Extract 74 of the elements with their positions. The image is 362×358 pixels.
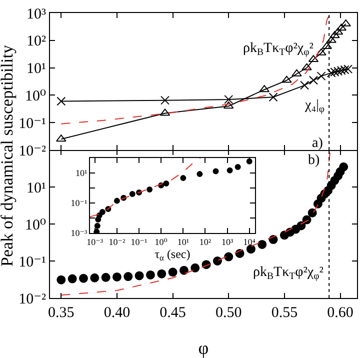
- point: [308, 76, 318, 85]
- point: [322, 42, 332, 49]
- point: [326, 36, 336, 43]
- x-tick-label: 10²: [199, 236, 212, 247]
- point: [339, 162, 348, 172]
- x-axis-title: φ: [198, 338, 209, 358]
- y-tick-label: 10⁰: [24, 217, 46, 234]
- point: [336, 24, 346, 31]
- point: [224, 94, 234, 104]
- point: [160, 96, 170, 105]
- point: [258, 240, 267, 249]
- point: [101, 272, 110, 282]
- x-tick-label: 10⁰: [154, 236, 168, 247]
- point: [308, 208, 317, 218]
- y-tick-label: 10⁻³: [70, 228, 88, 238]
- point: [316, 48, 326, 56]
- x-tick-label: 10¹: [177, 236, 190, 247]
- annotation: b): [308, 153, 320, 168]
- y-tick-label: 10⁻¹: [18, 116, 46, 132]
- point: [56, 134, 66, 142]
- annotation: χ₄|$_{φ}$: [304, 98, 325, 115]
- y-tick-label: 10¹: [75, 168, 88, 178]
- point: [302, 63, 312, 70]
- x-tick-label: 10⁻²: [108, 236, 126, 247]
- y-tick-label: 10¹: [26, 180, 46, 196]
- point: [224, 252, 234, 262]
- point: [68, 274, 77, 284]
- point: [224, 102, 234, 109]
- point: [292, 69, 302, 76]
- point: [296, 221, 306, 230]
- point: [56, 96, 66, 106]
- point: [157, 269, 166, 278]
- x-tick-label: 0.50: [215, 305, 242, 321]
- y-tick-label: 10⁻²: [18, 143, 46, 160]
- point: [330, 31, 340, 38]
- point: [212, 256, 222, 266]
- point: [190, 263, 200, 272]
- point: [168, 268, 178, 277]
- annotation: ρk$_{B}$Tκ$_{T}$φ²χ$_{φ}$²: [253, 265, 324, 282]
- point: [56, 275, 66, 284]
- point: [300, 80, 310, 90]
- point: [146, 270, 155, 280]
- point: [124, 272, 133, 282]
- y-tick-label: 10⁻¹: [18, 254, 46, 270]
- x-tick-label: 10³: [221, 236, 234, 247]
- x-tick-label: 0.45: [160, 305, 186, 321]
- point: [112, 272, 122, 282]
- x-tick-label: 0.55: [271, 305, 298, 321]
- x-tick-label: 10⁻¹: [130, 236, 148, 247]
- point: [134, 271, 144, 280]
- point: [179, 266, 188, 275]
- point: [340, 19, 351, 26]
- point: [90, 273, 100, 282]
- y-tick-label: 10⁻¹: [70, 198, 88, 208]
- point: [246, 244, 256, 254]
- point: [316, 72, 326, 81]
- y-tick-label: 10⁰: [24, 88, 46, 104]
- x-tick-label: 0.40: [104, 305, 130, 321]
- y-tick-label: 10⁻²: [18, 291, 46, 308]
- y-tick-label: 10²: [26, 34, 46, 50]
- x-tick-label: 10⁻³: [86, 236, 104, 247]
- point: [78, 274, 88, 283]
- point: [268, 92, 278, 102]
- annotation: a): [312, 136, 324, 151]
- x-tick-label: 0.35: [48, 305, 74, 321]
- y-tick-label: 10³: [26, 6, 46, 22]
- x-axis-title: τ$_{α}$ (sec): [154, 246, 190, 262]
- annotation: ρk$_{B}$Tκ$_{T}$φ²χ$_{φ}$²: [243, 41, 314, 58]
- y-axis-title: Peak of dynamical susceptibility: [0, 44, 17, 266]
- y-tick-label: 10¹: [26, 61, 46, 78]
- x-tick-label: 10⁴: [243, 236, 256, 247]
- point: [282, 76, 292, 83]
- point: [259, 85, 270, 92]
- x-tick-label: 0.60: [327, 305, 354, 321]
